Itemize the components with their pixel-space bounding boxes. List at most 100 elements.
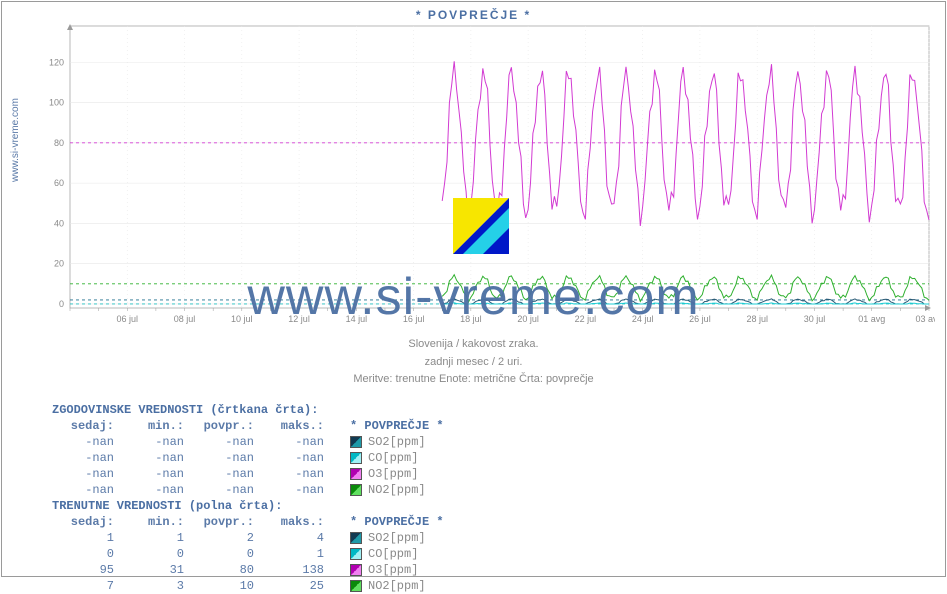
table-cell: -nan bbox=[52, 467, 122, 481]
data-tables: ZGODOVINSKE VREDNOSTI (črtkana črta): sed… bbox=[52, 402, 444, 594]
svg-text:03 avg: 03 avg bbox=[915, 314, 935, 324]
table-cell: -nan bbox=[52, 435, 122, 449]
series-swatch bbox=[350, 484, 362, 496]
series-label: SO2[ppm] bbox=[368, 435, 426, 449]
table-cell: 7 bbox=[52, 579, 122, 593]
subtitle-line-2: zadnji mesec / 2 uri. bbox=[2, 354, 945, 372]
svg-text:100: 100 bbox=[49, 98, 64, 108]
series-label: CO[ppm] bbox=[368, 451, 418, 465]
svg-text:26 jul: 26 jul bbox=[689, 314, 711, 324]
table-column-header: povpr.: bbox=[192, 515, 262, 529]
series-swatch bbox=[350, 548, 362, 560]
subtitle-line-1: Slovenija / kakovost zraka. bbox=[2, 336, 945, 354]
svg-text:20: 20 bbox=[54, 259, 64, 269]
table-row: -nan-nan-nan-nanSO2[ppm] bbox=[52, 434, 444, 450]
table-column-header: min.: bbox=[122, 515, 192, 529]
svg-text:80: 80 bbox=[54, 138, 64, 148]
table-cell: 31 bbox=[122, 563, 192, 577]
table-cell: 1 bbox=[52, 531, 122, 545]
chart-card: www.si-vreme.com * POVPREČJE * 020406080… bbox=[1, 1, 946, 577]
svg-text:60: 60 bbox=[54, 178, 64, 188]
svg-text:30 jul: 30 jul bbox=[804, 314, 826, 324]
table-cell: -nan bbox=[262, 435, 332, 449]
series-swatch bbox=[350, 436, 362, 448]
table-column-header: maks.: bbox=[262, 419, 332, 433]
series-label: CO[ppm] bbox=[368, 547, 418, 561]
table-cell: -nan bbox=[122, 483, 192, 497]
table-cell: 1 bbox=[262, 547, 332, 561]
svg-text:16 jul: 16 jul bbox=[403, 314, 425, 324]
table-cell: -nan bbox=[262, 483, 332, 497]
svg-text:08 jul: 08 jul bbox=[174, 314, 196, 324]
table-column-header: sedaj: bbox=[52, 419, 122, 433]
table-cell: -nan bbox=[122, 451, 192, 465]
svg-text:18 jul: 18 jul bbox=[460, 314, 482, 324]
chart-svg: 02040608010012006 jul08 jul10 jul12 jul1… bbox=[40, 22, 935, 332]
table-column-header: sedaj: bbox=[52, 515, 122, 529]
table-row: 1124SO2[ppm] bbox=[52, 530, 444, 546]
series-label: SO2[ppm] bbox=[368, 531, 426, 545]
table-cell: -nan bbox=[192, 483, 262, 497]
table-cell: -nan bbox=[122, 467, 192, 481]
svg-text:12 jul: 12 jul bbox=[288, 314, 310, 324]
table-section-title: ZGODOVINSKE VREDNOSTI (črtkana črta): bbox=[52, 403, 318, 417]
table-cell: 2 bbox=[192, 531, 262, 545]
table-column-header: maks.: bbox=[262, 515, 332, 529]
chart-title: * POVPREČJE * bbox=[2, 8, 945, 22]
table-section-title: TRENUTNE VREDNOSTI (polna črta): bbox=[52, 499, 282, 513]
legend-header: * POVPREČJE * bbox=[350, 515, 444, 529]
table-cell: 10 bbox=[192, 579, 262, 593]
table-row: 953180138 O3[ppm] bbox=[52, 562, 444, 578]
subtitle-line-3: Meritve: trenutne Enote: metrične Črta: … bbox=[2, 371, 945, 389]
table-cell: 0 bbox=[192, 547, 262, 561]
svg-text:0: 0 bbox=[59, 299, 64, 309]
table-cell: -nan bbox=[192, 467, 262, 481]
table-cell: -nan bbox=[262, 451, 332, 465]
series-swatch bbox=[350, 452, 362, 464]
svg-text:24 jul: 24 jul bbox=[632, 314, 654, 324]
table-row: -nan-nan-nan-nanNO2[ppm] bbox=[52, 482, 444, 498]
svg-text:01 avg: 01 avg bbox=[858, 314, 885, 324]
table-cell: 0 bbox=[52, 547, 122, 561]
chart-subtitle: Slovenija / kakovost zraka. zadnji mesec… bbox=[2, 336, 945, 389]
svg-text:120: 120 bbox=[49, 57, 64, 67]
svg-text:28 jul: 28 jul bbox=[746, 314, 768, 324]
table-cell: -nan bbox=[122, 435, 192, 449]
table-cell: 80 bbox=[192, 563, 262, 577]
table-row: 0001CO[ppm] bbox=[52, 546, 444, 562]
table-cell: 25 bbox=[262, 579, 332, 593]
table-cell: -nan bbox=[192, 435, 262, 449]
series-swatch bbox=[350, 564, 362, 576]
logo-icon bbox=[453, 198, 509, 254]
series-swatch bbox=[350, 580, 362, 592]
svg-text:14 jul: 14 jul bbox=[346, 314, 368, 324]
svg-text:40: 40 bbox=[54, 218, 64, 228]
table-column-header: min.: bbox=[122, 419, 192, 433]
series-label: O3[ppm] bbox=[368, 563, 418, 577]
table-row: -nan-nan-nan-nanO3[ppm] bbox=[52, 466, 444, 482]
table-cell: 1 bbox=[122, 531, 192, 545]
table-row: -nan-nan-nan-nanCO[ppm] bbox=[52, 450, 444, 466]
series-swatch bbox=[350, 468, 362, 480]
table-cell: 138 bbox=[262, 563, 332, 577]
table-cell: -nan bbox=[192, 451, 262, 465]
svg-text:22 jul: 22 jul bbox=[575, 314, 597, 324]
plot-area: 02040608010012006 jul08 jul10 jul12 jul1… bbox=[40, 22, 935, 332]
table-cell: -nan bbox=[262, 467, 332, 481]
series-label: NO2[ppm] bbox=[368, 579, 426, 593]
table-cell: 95 bbox=[52, 563, 122, 577]
series-label: NO2[ppm] bbox=[368, 483, 426, 497]
series-swatch bbox=[350, 532, 362, 544]
svg-text:06 jul: 06 jul bbox=[117, 314, 139, 324]
site-label: www.si-vreme.com bbox=[10, 98, 21, 182]
table-cell: 4 bbox=[262, 531, 332, 545]
table-cell: 0 bbox=[122, 547, 192, 561]
table-cell: -nan bbox=[52, 483, 122, 497]
table-column-header: povpr.: bbox=[192, 419, 262, 433]
series-label: O3[ppm] bbox=[368, 467, 418, 481]
legend-header: * POVPREČJE * bbox=[350, 419, 444, 433]
svg-text:20 jul: 20 jul bbox=[517, 314, 539, 324]
table-row: 731025 NO2[ppm] bbox=[52, 578, 444, 594]
table-cell: 3 bbox=[122, 579, 192, 593]
table-cell: -nan bbox=[52, 451, 122, 465]
